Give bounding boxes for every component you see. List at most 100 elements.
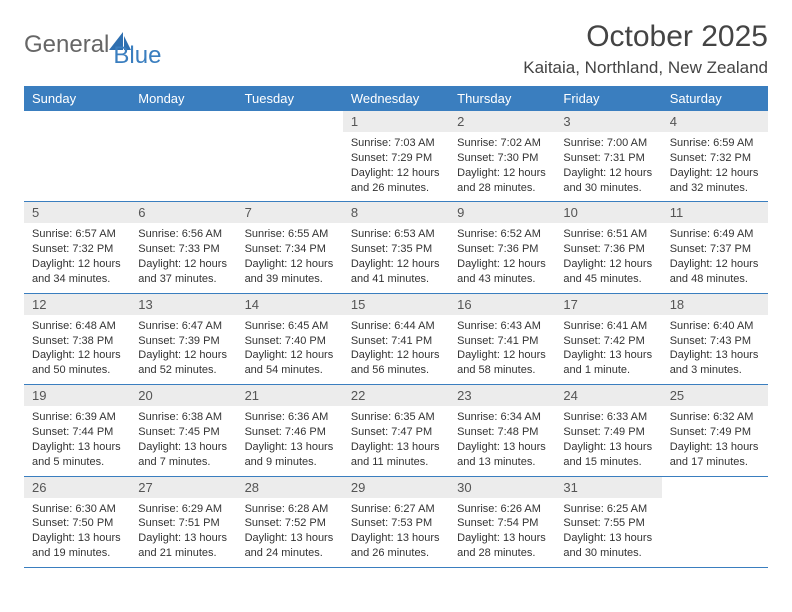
day-number: 30 — [449, 477, 555, 498]
day-number: 28 — [237, 477, 343, 498]
day-content: Sunrise: 6:27 AMSunset: 7:53 PMDaylight:… — [343, 498, 449, 567]
day-number: 25 — [662, 385, 768, 406]
day-number: 6 — [130, 202, 236, 223]
calendar-week-row: 1Sunrise: 7:03 AMSunset: 7:29 PMDaylight… — [24, 111, 768, 202]
day-number: 22 — [343, 385, 449, 406]
day-number: 24 — [555, 385, 661, 406]
logo: General Blue — [24, 20, 161, 70]
day-content: Sunrise: 6:43 AMSunset: 7:41 PMDaylight:… — [449, 315, 555, 384]
day-number: 26 — [24, 477, 130, 498]
day-content: Sunrise: 6:26 AMSunset: 7:54 PMDaylight:… — [449, 498, 555, 567]
calendar-day-cell: 11Sunrise: 6:49 AMSunset: 7:37 PMDayligh… — [662, 202, 768, 293]
logo-text-general: General — [24, 31, 109, 59]
calendar-day-cell: 19Sunrise: 6:39 AMSunset: 7:44 PMDayligh… — [24, 385, 130, 476]
title-block: October 2025 Kaitaia, Northland, New Zea… — [523, 20, 768, 78]
day-content: Sunrise: 6:33 AMSunset: 7:49 PMDaylight:… — [555, 406, 661, 475]
calendar-day-cell: 6Sunrise: 6:56 AMSunset: 7:33 PMDaylight… — [130, 202, 236, 293]
day-number: 4 — [662, 111, 768, 132]
day-number: 7 — [237, 202, 343, 223]
header: General Blue October 2025 Kaitaia, North… — [24, 20, 768, 78]
calendar-week-row: 19Sunrise: 6:39 AMSunset: 7:44 PMDayligh… — [24, 385, 768, 476]
day-number: 19 — [24, 385, 130, 406]
day-number: 21 — [237, 385, 343, 406]
calendar-day-cell: 24Sunrise: 6:33 AMSunset: 7:49 PMDayligh… — [555, 385, 661, 476]
day-content: Sunrise: 6:41 AMSunset: 7:42 PMDaylight:… — [555, 315, 661, 384]
day-number: 1 — [343, 111, 449, 132]
day-number: 23 — [449, 385, 555, 406]
logo-text-blue: Blue — [113, 42, 161, 70]
day-number: 14 — [237, 294, 343, 315]
day-content: Sunrise: 7:00 AMSunset: 7:31 PMDaylight:… — [555, 132, 661, 201]
day-content: Sunrise: 6:44 AMSunset: 7:41 PMDaylight:… — [343, 315, 449, 384]
day-content: Sunrise: 6:25 AMSunset: 7:55 PMDaylight:… — [555, 498, 661, 567]
calendar-day-cell: 5Sunrise: 6:57 AMSunset: 7:32 PMDaylight… — [24, 202, 130, 293]
day-number: 8 — [343, 202, 449, 223]
day-content: Sunrise: 6:53 AMSunset: 7:35 PMDaylight:… — [343, 223, 449, 292]
day-number: 27 — [130, 477, 236, 498]
calendar-day-cell: 25Sunrise: 6:32 AMSunset: 7:49 PMDayligh… — [662, 385, 768, 476]
calendar-day-cell: 7Sunrise: 6:55 AMSunset: 7:34 PMDaylight… — [237, 202, 343, 293]
day-content: Sunrise: 7:03 AMSunset: 7:29 PMDaylight:… — [343, 132, 449, 201]
calendar-day-cell: 13Sunrise: 6:47 AMSunset: 7:39 PMDayligh… — [130, 293, 236, 384]
calendar-day-cell: 4Sunrise: 6:59 AMSunset: 7:32 PMDaylight… — [662, 111, 768, 202]
calendar-day-cell: 29Sunrise: 6:27 AMSunset: 7:53 PMDayligh… — [343, 476, 449, 567]
calendar-day-cell: 28Sunrise: 6:28 AMSunset: 7:52 PMDayligh… — [237, 476, 343, 567]
day-content: Sunrise: 6:47 AMSunset: 7:39 PMDaylight:… — [130, 315, 236, 384]
calendar-day-cell: 18Sunrise: 6:40 AMSunset: 7:43 PMDayligh… — [662, 293, 768, 384]
day-number: 17 — [555, 294, 661, 315]
day-content: Sunrise: 6:39 AMSunset: 7:44 PMDaylight:… — [24, 406, 130, 475]
day-content: Sunrise: 6:40 AMSunset: 7:43 PMDaylight:… — [662, 315, 768, 384]
day-content: Sunrise: 6:49 AMSunset: 7:37 PMDaylight:… — [662, 223, 768, 292]
calendar-day-cell: 26Sunrise: 6:30 AMSunset: 7:50 PMDayligh… — [24, 476, 130, 567]
calendar-empty-cell — [662, 476, 768, 567]
calendar-empty-cell — [237, 111, 343, 202]
calendar-week-row: 26Sunrise: 6:30 AMSunset: 7:50 PMDayligh… — [24, 476, 768, 567]
day-content: Sunrise: 6:57 AMSunset: 7:32 PMDaylight:… — [24, 223, 130, 292]
day-content: Sunrise: 6:29 AMSunset: 7:51 PMDaylight:… — [130, 498, 236, 567]
calendar-day-cell: 9Sunrise: 6:52 AMSunset: 7:36 PMDaylight… — [449, 202, 555, 293]
weekday-header: Sunday — [24, 86, 130, 111]
calendar-day-cell: 22Sunrise: 6:35 AMSunset: 7:47 PMDayligh… — [343, 385, 449, 476]
day-number: 2 — [449, 111, 555, 132]
day-content: Sunrise: 6:34 AMSunset: 7:48 PMDaylight:… — [449, 406, 555, 475]
day-content: Sunrise: 6:59 AMSunset: 7:32 PMDaylight:… — [662, 132, 768, 201]
day-number: 5 — [24, 202, 130, 223]
day-content: Sunrise: 7:02 AMSunset: 7:30 PMDaylight:… — [449, 132, 555, 201]
day-number: 9 — [449, 202, 555, 223]
weekday-header: Thursday — [449, 86, 555, 111]
day-content: Sunrise: 6:35 AMSunset: 7:47 PMDaylight:… — [343, 406, 449, 475]
day-content: Sunrise: 6:55 AMSunset: 7:34 PMDaylight:… — [237, 223, 343, 292]
weekday-header-row: SundayMondayTuesdayWednesdayThursdayFrid… — [24, 86, 768, 111]
calendar-day-cell: 17Sunrise: 6:41 AMSunset: 7:42 PMDayligh… — [555, 293, 661, 384]
day-content: Sunrise: 6:28 AMSunset: 7:52 PMDaylight:… — [237, 498, 343, 567]
calendar-table: SundayMondayTuesdayWednesdayThursdayFrid… — [24, 86, 768, 568]
calendar-week-row: 12Sunrise: 6:48 AMSunset: 7:38 PMDayligh… — [24, 293, 768, 384]
calendar-day-cell: 3Sunrise: 7:00 AMSunset: 7:31 PMDaylight… — [555, 111, 661, 202]
day-content: Sunrise: 6:45 AMSunset: 7:40 PMDaylight:… — [237, 315, 343, 384]
day-content: Sunrise: 6:51 AMSunset: 7:36 PMDaylight:… — [555, 223, 661, 292]
day-content: Sunrise: 6:30 AMSunset: 7:50 PMDaylight:… — [24, 498, 130, 567]
day-content: Sunrise: 6:56 AMSunset: 7:33 PMDaylight:… — [130, 223, 236, 292]
calendar-day-cell: 21Sunrise: 6:36 AMSunset: 7:46 PMDayligh… — [237, 385, 343, 476]
day-number: 29 — [343, 477, 449, 498]
day-content: Sunrise: 6:32 AMSunset: 7:49 PMDaylight:… — [662, 406, 768, 475]
calendar-day-cell: 14Sunrise: 6:45 AMSunset: 7:40 PMDayligh… — [237, 293, 343, 384]
day-number: 11 — [662, 202, 768, 223]
day-content: Sunrise: 6:52 AMSunset: 7:36 PMDaylight:… — [449, 223, 555, 292]
weekday-header: Wednesday — [343, 86, 449, 111]
day-number: 10 — [555, 202, 661, 223]
calendar-empty-cell — [130, 111, 236, 202]
day-number: 12 — [24, 294, 130, 315]
weekday-header: Monday — [130, 86, 236, 111]
weekday-header: Saturday — [662, 86, 768, 111]
calendar-empty-cell — [24, 111, 130, 202]
weekday-header: Friday — [555, 86, 661, 111]
calendar-day-cell: 27Sunrise: 6:29 AMSunset: 7:51 PMDayligh… — [130, 476, 236, 567]
day-number: 16 — [449, 294, 555, 315]
day-number: 18 — [662, 294, 768, 315]
calendar-day-cell: 15Sunrise: 6:44 AMSunset: 7:41 PMDayligh… — [343, 293, 449, 384]
day-content: Sunrise: 6:48 AMSunset: 7:38 PMDaylight:… — [24, 315, 130, 384]
weekday-header: Tuesday — [237, 86, 343, 111]
day-content: Sunrise: 6:36 AMSunset: 7:46 PMDaylight:… — [237, 406, 343, 475]
day-number: 13 — [130, 294, 236, 315]
